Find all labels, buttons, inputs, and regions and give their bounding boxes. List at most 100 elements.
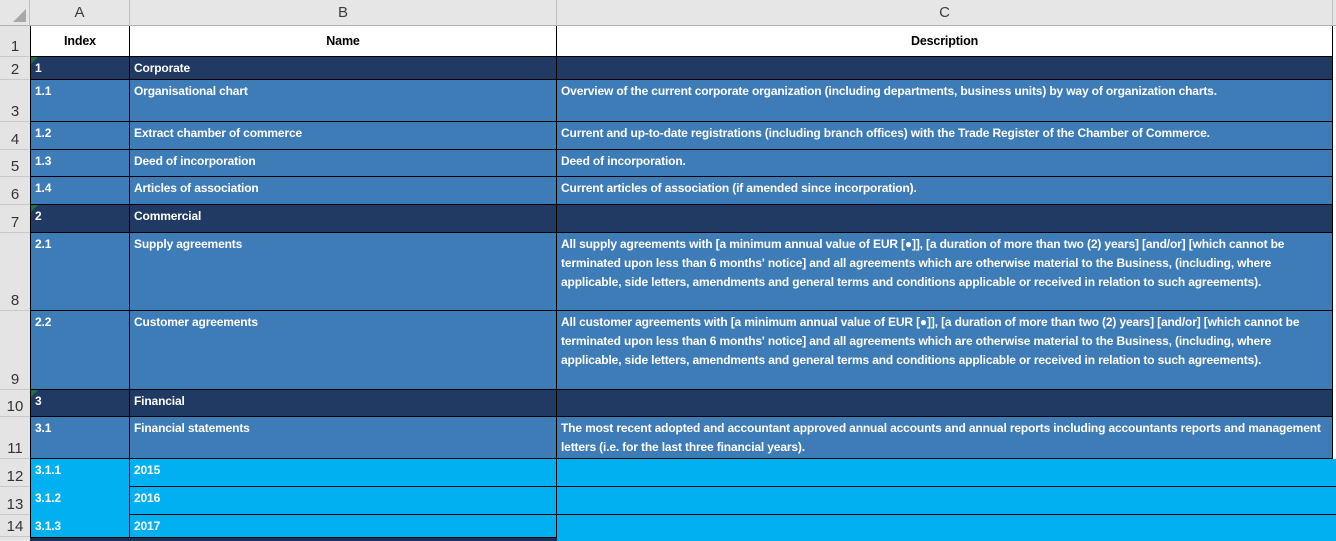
- grid-filler: [1333, 150, 1336, 177]
- cell-c8-description[interactable]: All supply agreements with [a minimum an…: [557, 233, 1333, 311]
- error-flag-triangle-icon: [31, 390, 38, 397]
- column-header-b[interactable]: B: [130, 0, 557, 25]
- cell-text: 2: [35, 209, 42, 223]
- grid-filler: [1333, 311, 1336, 390]
- sheet-row-13: 13 3.1.2 2016: [0, 487, 1336, 515]
- sheet-row-2: 2 1 Corporate: [0, 57, 1336, 80]
- cell-b7-name[interactable]: Commercial: [130, 205, 557, 233]
- grid-filler: [1333, 122, 1336, 150]
- cell-a6-index[interactable]: 1.4: [30, 177, 130, 205]
- row-header-9[interactable]: 9: [0, 311, 30, 390]
- cell-b4-name[interactable]: Extract chamber of commerce: [130, 122, 557, 150]
- grid-filler: [1333, 205, 1336, 233]
- cell-a2-index[interactable]: 1: [30, 57, 130, 80]
- error-flag-triangle-icon: [31, 205, 38, 212]
- cell-b9-name[interactable]: Customer agreements: [130, 311, 557, 390]
- sheet-row-5: 5 1.3 Deed of incorporation Deed of inco…: [0, 150, 1336, 177]
- row-header-11[interactable]: 11: [0, 417, 30, 459]
- grid-filler: [1333, 233, 1336, 311]
- select-all-triangle-icon: [13, 9, 26, 22]
- row-header-4[interactable]: 4: [0, 122, 30, 150]
- grid-filler: [1333, 459, 1336, 487]
- cell-b5-name[interactable]: Deed of incorporation: [130, 150, 557, 177]
- cell-a13-index[interactable]: 3.1.2: [30, 487, 130, 515]
- cell-b2-name[interactable]: Corporate: [130, 57, 557, 80]
- cell-a7-index[interactable]: 2: [30, 205, 130, 233]
- sheet-row-3: 3 1.1 Organisational chart Overview of t…: [0, 80, 1336, 122]
- grid-filler: [1333, 57, 1336, 80]
- sheet-row-10: 10 3 Financial: [0, 390, 1336, 417]
- cell-c3-description[interactable]: Overview of the current corporate organi…: [557, 80, 1333, 122]
- cell-row15-section-partial[interactable]: [30, 537, 557, 541]
- cell-a5-index[interactable]: 1.3: [30, 150, 130, 177]
- grid-filler: [1333, 515, 1336, 537]
- cell-c9-description[interactable]: All customer agreements with [a minimum …: [557, 311, 1333, 390]
- sheet-row-9: 9 2.2 Customer agreements All customer a…: [0, 311, 1336, 390]
- sheet-row-14: 14 3.1.3 2017: [0, 515, 1336, 537]
- cell-b6-name[interactable]: Articles of association: [130, 177, 557, 205]
- cell-a4-index[interactable]: 1.2: [30, 122, 130, 150]
- cell-b3-name[interactable]: Organisational chart: [130, 80, 557, 122]
- sheet-row-12: 12 3.1.1 2015: [0, 459, 1336, 487]
- grid-filler: [1333, 26, 1336, 57]
- cell-text: 3: [35, 394, 42, 408]
- grid-filler: [1333, 487, 1336, 515]
- row-header-12[interactable]: 12: [0, 459, 30, 487]
- row-header-1[interactable]: 1: [0, 26, 30, 57]
- select-all-corner[interactable]: [0, 0, 30, 25]
- cell-b14-name[interactable]: 2017: [130, 515, 557, 537]
- cell-b8-name[interactable]: Supply agreements: [130, 233, 557, 311]
- column-header-c[interactable]: C: [557, 0, 1333, 25]
- sheet-row-6: 6 1.4 Articles of association Current ar…: [0, 177, 1336, 205]
- cell-a8-index[interactable]: 2.1: [30, 233, 130, 311]
- cell-c12-description[interactable]: [557, 459, 1333, 487]
- cell-b11-name[interactable]: Financial statements: [130, 417, 557, 459]
- cell-c7-description[interactable]: [557, 205, 1333, 233]
- grid-filler: [1333, 390, 1336, 417]
- cell-c5-description[interactable]: Deed of incorporation.: [557, 150, 1333, 177]
- cell-c4-description[interactable]: Current and up-to-date registrations (in…: [557, 122, 1333, 150]
- cell-a14-index[interactable]: 3.1.3: [30, 515, 130, 537]
- grid-filler: [1333, 417, 1336, 459]
- cell-text: 1: [35, 61, 42, 75]
- row-header-7[interactable]: 7: [0, 205, 30, 233]
- row-header-3[interactable]: 3: [0, 80, 30, 122]
- column-header-strip: A B C: [0, 0, 1336, 26]
- grid-filler: [1333, 80, 1336, 122]
- row-header-13[interactable]: 13: [0, 487, 30, 515]
- row-header-2[interactable]: 2: [0, 57, 30, 80]
- grid-filler: [1333, 177, 1336, 205]
- cell-b10-name[interactable]: Financial: [130, 390, 557, 417]
- cell-c6-description[interactable]: Current articles of association (if amen…: [557, 177, 1333, 205]
- sheet-row-11: 11 3.1 Financial statements The most rec…: [0, 417, 1336, 459]
- cell-a12-index[interactable]: 3.1.1: [30, 459, 130, 487]
- sheet-row-4: 4 1.2 Extract chamber of commerce Curren…: [0, 122, 1336, 150]
- cell-a9-index[interactable]: 2.2: [30, 311, 130, 390]
- cell-a3-index[interactable]: 1.1: [30, 80, 130, 122]
- row-header-14[interactable]: 14: [0, 515, 30, 537]
- row-header-6[interactable]: 6: [0, 177, 30, 205]
- column-header-a[interactable]: A: [30, 0, 130, 25]
- cell-c11-description[interactable]: The most recent adopted and accountant a…: [557, 417, 1333, 459]
- cell-a11-index[interactable]: 3.1: [30, 417, 130, 459]
- cell-c2-description[interactable]: [557, 57, 1333, 80]
- cell-c1-description-header[interactable]: Description: [557, 26, 1333, 57]
- cell-b12-name[interactable]: 2015: [130, 459, 557, 487]
- row-header-8[interactable]: 8: [0, 233, 30, 311]
- cell-c14-description[interactable]: [557, 515, 1333, 537]
- cell-b13-name[interactable]: 2016: [130, 487, 557, 515]
- sheet-row-15-partial: [0, 537, 1336, 541]
- cell-b1-name-header[interactable]: Name: [130, 26, 557, 57]
- cell-a10-index[interactable]: 3: [30, 390, 130, 417]
- cell-row15-cyan-partial[interactable]: [557, 537, 1336, 541]
- sheet-row-1: 1 Index Name Description: [0, 26, 1336, 57]
- error-flag-triangle-icon: [31, 57, 38, 64]
- cell-c10-description[interactable]: [557, 390, 1333, 417]
- row-header-10[interactable]: 10: [0, 390, 30, 417]
- cell-a1-index-header[interactable]: Index: [30, 26, 130, 57]
- cell-c13-description[interactable]: [557, 487, 1333, 515]
- strip-filler: [1333, 0, 1336, 25]
- row-header-5[interactable]: 5: [0, 150, 30, 177]
- row-header-15[interactable]: [0, 537, 30, 541]
